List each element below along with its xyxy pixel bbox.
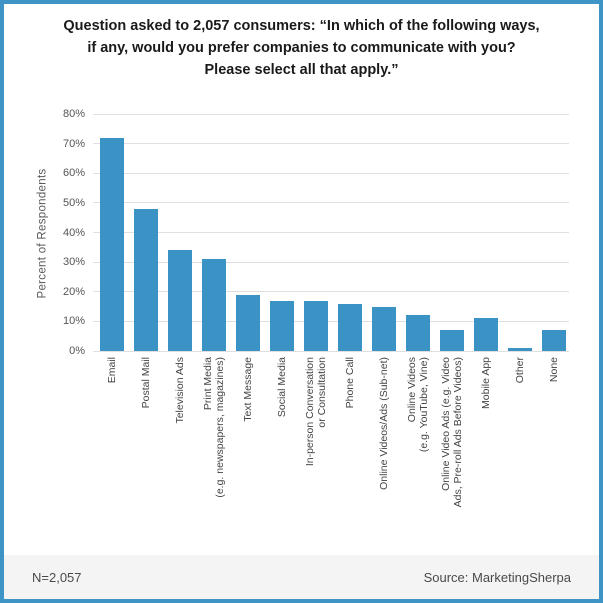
x-label-col-8: Phone Call [333, 357, 367, 547]
x-tick-label-text: In-person Conversation or Consultation [303, 357, 329, 467]
source-label: Source: MarketingSherpa [423, 569, 571, 585]
x-label-col-1: Email [95, 357, 129, 547]
bar-7 [304, 301, 328, 351]
x-tick-label-7: In-person Conversation or Consultation [299, 357, 333, 545]
gridline-0pct [93, 350, 569, 352]
x-label-col-9: Online Videos/Ads (Sub-net) [367, 357, 401, 547]
bar-2 [134, 209, 158, 351]
x-tick-label-1: Email [95, 357, 129, 545]
bar-12 [474, 318, 498, 351]
x-tick-label-11: Online Video Ads (e.g. Video Ads, Pre-ro… [435, 357, 469, 545]
gridline-10pct [93, 320, 569, 322]
x-tick-label-text: Mobile App [479, 357, 492, 409]
y-tick-label-30pct: 30% [62, 256, 85, 269]
gridline-70pct [93, 143, 569, 145]
x-label-col-4: Print Media (e.g. newspapers, magazines) [197, 357, 231, 547]
survey-question-title: Question asked to 2,057 consumers: “In w… [63, 18, 540, 78]
x-tick-label-text: Social Media [275, 357, 288, 418]
gridline-30pct [93, 261, 569, 263]
bar-8 [338, 304, 362, 351]
x-label-col-14: None [537, 357, 571, 547]
y-tick-label-0pct: 0% [69, 345, 85, 357]
gridline-80pct [93, 113, 569, 115]
bar-11 [440, 330, 464, 351]
bar-4 [202, 259, 226, 351]
x-tick-label-text: Online Videos/Ads (Sub-net) [377, 357, 390, 490]
x-tick-label-text: Online Video Ads (e.g. Video Ads, Pre-ro… [439, 357, 465, 508]
gridline-60pct [93, 172, 569, 174]
x-tick-label-10: Online Videos (e.g. YouTube, Vine) [401, 357, 435, 545]
x-tick-label-14: None [537, 357, 571, 545]
x-tick-label-text: Email [105, 357, 118, 384]
x-tick-label-2: Postal Mail [129, 357, 163, 545]
bar-5 [236, 295, 260, 351]
y-tick-label-40pct: 40% [62, 226, 85, 239]
gridline-40pct [93, 232, 569, 233]
x-label-col-7: In-person Conversation or Consultation [299, 357, 333, 547]
y-tick-label-20pct: 20% [62, 285, 85, 298]
y-tick-label-60pct: 60% [62, 167, 85, 180]
bar-13 [508, 348, 532, 351]
x-tick-label-4: Print Media (e.g. newspapers, magazines) [197, 357, 231, 545]
x-tick-label-text: Postal Mail [139, 357, 152, 409]
x-label-col-13: Other [503, 357, 537, 547]
x-tick-label-6: Social Media [265, 357, 299, 545]
x-tick-label-13: Other [503, 357, 537, 545]
x-label-col-2: Postal Mail [129, 357, 163, 547]
x-tick-label-text: Phone Call [343, 357, 356, 409]
x-label-col-12: Mobile App [469, 357, 503, 547]
bar-10 [406, 315, 430, 351]
x-tick-label-text: Television Ads [173, 357, 186, 424]
x-tick-label-3: Television Ads [163, 357, 197, 545]
gridline-50pct [93, 202, 569, 204]
x-label-col-11: Online Video Ads (e.g. Video Ads, Pre-ro… [435, 357, 469, 547]
x-label-col-6: Social Media [265, 357, 299, 547]
plot-area [93, 113, 569, 352]
bar-14 [542, 330, 566, 351]
sample-size-label: N=2,057 [32, 569, 82, 585]
y-tick-label-50pct: 50% [62, 196, 85, 209]
x-tick-label-text: Online Videos (e.g. YouTube, Vine) [405, 357, 431, 453]
x-tick-label-text: Text Message [241, 357, 254, 422]
y-tick-label-70pct: 70% [62, 137, 85, 150]
x-tick-label-12: Mobile App [469, 357, 503, 545]
bar-3 [168, 250, 192, 351]
footer-bar: N=2,057 Source: MarketingSherpa [4, 555, 599, 599]
x-tick-label-text: Other [513, 357, 526, 384]
y-tick-label-10pct: 10% [62, 315, 85, 328]
bar-1 [100, 138, 124, 351]
x-label-col-10: Online Videos (e.g. YouTube, Vine) [401, 357, 435, 547]
bar-9 [372, 307, 396, 351]
x-label-col-3: Television Ads [163, 357, 197, 547]
x-tick-label-9: Online Videos/Ads (Sub-net) [367, 357, 401, 545]
gridline-20pct [93, 291, 569, 293]
bar-6 [270, 301, 294, 351]
y-tick-label-80pct: 80% [62, 108, 85, 120]
x-label-col-5: Text Message [231, 357, 265, 547]
x-tick-label-text: Print Media (e.g. newspapers, magazines) [201, 357, 227, 498]
x-tick-label-text: None [547, 357, 560, 383]
x-tick-label-5: Text Message [231, 357, 265, 545]
x-tick-label-8: Phone Call [333, 357, 367, 545]
